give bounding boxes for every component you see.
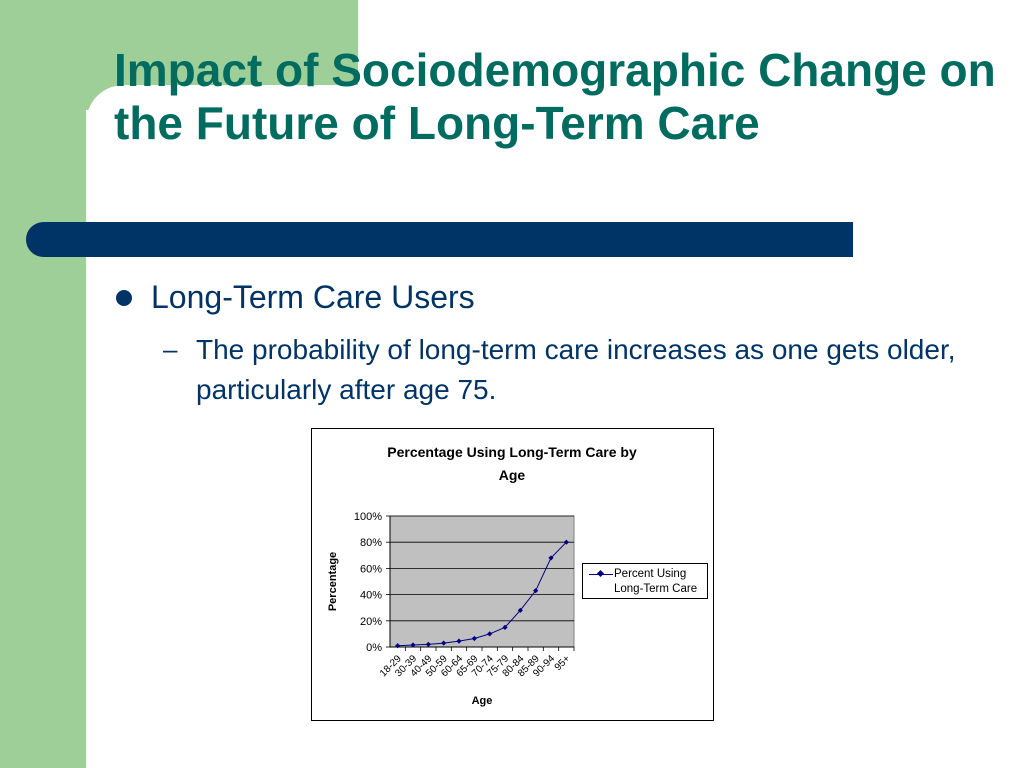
bullet-text: Long-Term Care Users [151, 279, 475, 315]
x-axis-label: Age [472, 695, 493, 707]
slide-title: Impact of Sociodemographic Change on the… [114, 44, 996, 149]
y-tick-label: 100% [354, 511, 382, 523]
y-tick-label: 80% [360, 537, 382, 549]
bullet-icon [116, 290, 132, 306]
chart-title: Percentage Using Long-Term Care by Age [387, 444, 637, 483]
title-underline-bar [26, 222, 853, 257]
data-point [456, 638, 462, 644]
y-tick-label: 60% [360, 563, 382, 575]
series-line [397, 541, 567, 647]
content-curve-decoration [86, 85, 386, 245]
x-tick-label: 95+ [553, 653, 573, 673]
data-point [502, 624, 508, 630]
y-tick-label: 20% [360, 616, 382, 628]
data-point [410, 642, 416, 648]
chart-container: Percentage Using Long-Term Care by Age 0% 2… [311, 428, 714, 721]
line-chart: Percentage Using Long-Term Care by Age 0% 2… [327, 444, 637, 707]
legend-label: Percent Using Long-Term Care [614, 568, 698, 595]
dash-icon: – [163, 334, 178, 364]
y-axis-label: Percentage [327, 552, 339, 611]
plot-area [389, 515, 575, 648]
legend-diamond-icon [596, 569, 605, 578]
y-tick-label: 0% [366, 642, 382, 654]
sub-bullet-text: The probability of long-term care increa… [196, 334, 956, 405]
chart-legend: Percent Using Long-Term Care [582, 563, 708, 599]
sidebar-decoration [0, 0, 86, 768]
y-tick-label: 40% [360, 590, 382, 602]
